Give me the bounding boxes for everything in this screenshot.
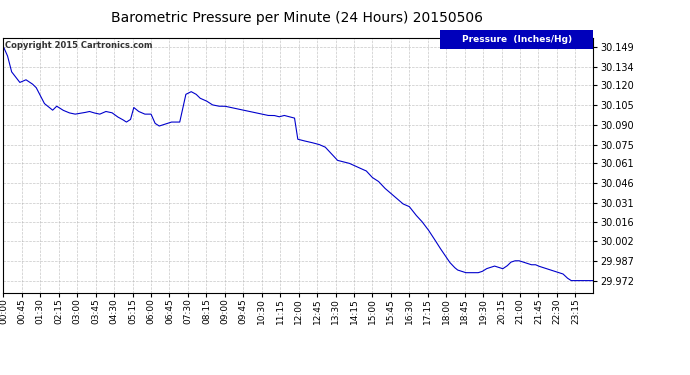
Text: Barometric Pressure per Minute (24 Hours) 20150506: Barometric Pressure per Minute (24 Hours… xyxy=(110,11,483,25)
Text: Copyright 2015 Cartronics.com: Copyright 2015 Cartronics.com xyxy=(5,41,152,50)
